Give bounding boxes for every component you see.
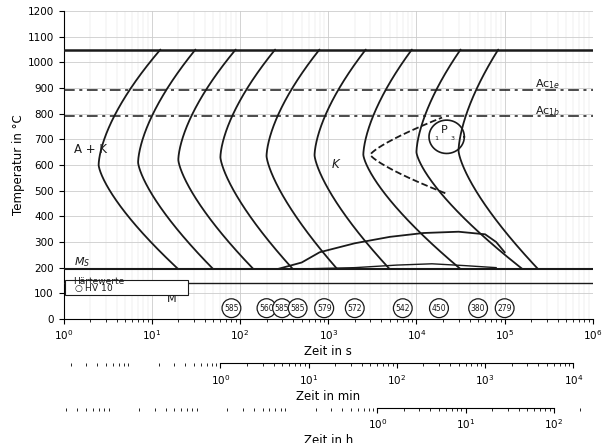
Bar [65,280,188,295]
Text: 572: 572 [347,304,362,313]
Text: $\mathrm{Ac}_{1e}$: $\mathrm{Ac}_{1e}$ [535,77,560,90]
Text: $M_S$: $M_S$ [74,255,90,269]
Text: M: M [168,294,177,303]
Y-axis label: Temperatur in °C: Temperatur in °C [11,115,25,215]
Text: $\mathrm{Ac}_{1b}$: $\mathrm{Ac}_{1b}$ [535,104,560,117]
X-axis label: Zeit in s: Zeit in s [304,345,352,358]
Text: 585: 585 [290,304,305,313]
Text: A + K: A + K [74,144,106,156]
Text: Härtewerte: Härtewerte [74,276,125,286]
Text: 585: 585 [275,304,289,313]
Text: $\bigcirc$ HV 10: $\bigcirc$ HV 10 [74,282,113,294]
Text: 585: 585 [224,304,239,313]
Text: 560: 560 [259,304,274,313]
Text: 542: 542 [396,304,410,313]
Text: $_1$: $_1$ [434,134,440,143]
Text: 380: 380 [471,304,485,313]
X-axis label: Zeit in min: Zeit in min [296,390,360,403]
Text: P: P [441,125,448,135]
Text: K: K [332,158,339,171]
X-axis label: Zeit in h: Zeit in h [304,434,353,443]
Text: $_3$: $_3$ [450,134,456,143]
Text: 579: 579 [317,304,332,313]
Text: 279: 279 [497,304,512,313]
Text: 450: 450 [431,304,446,313]
